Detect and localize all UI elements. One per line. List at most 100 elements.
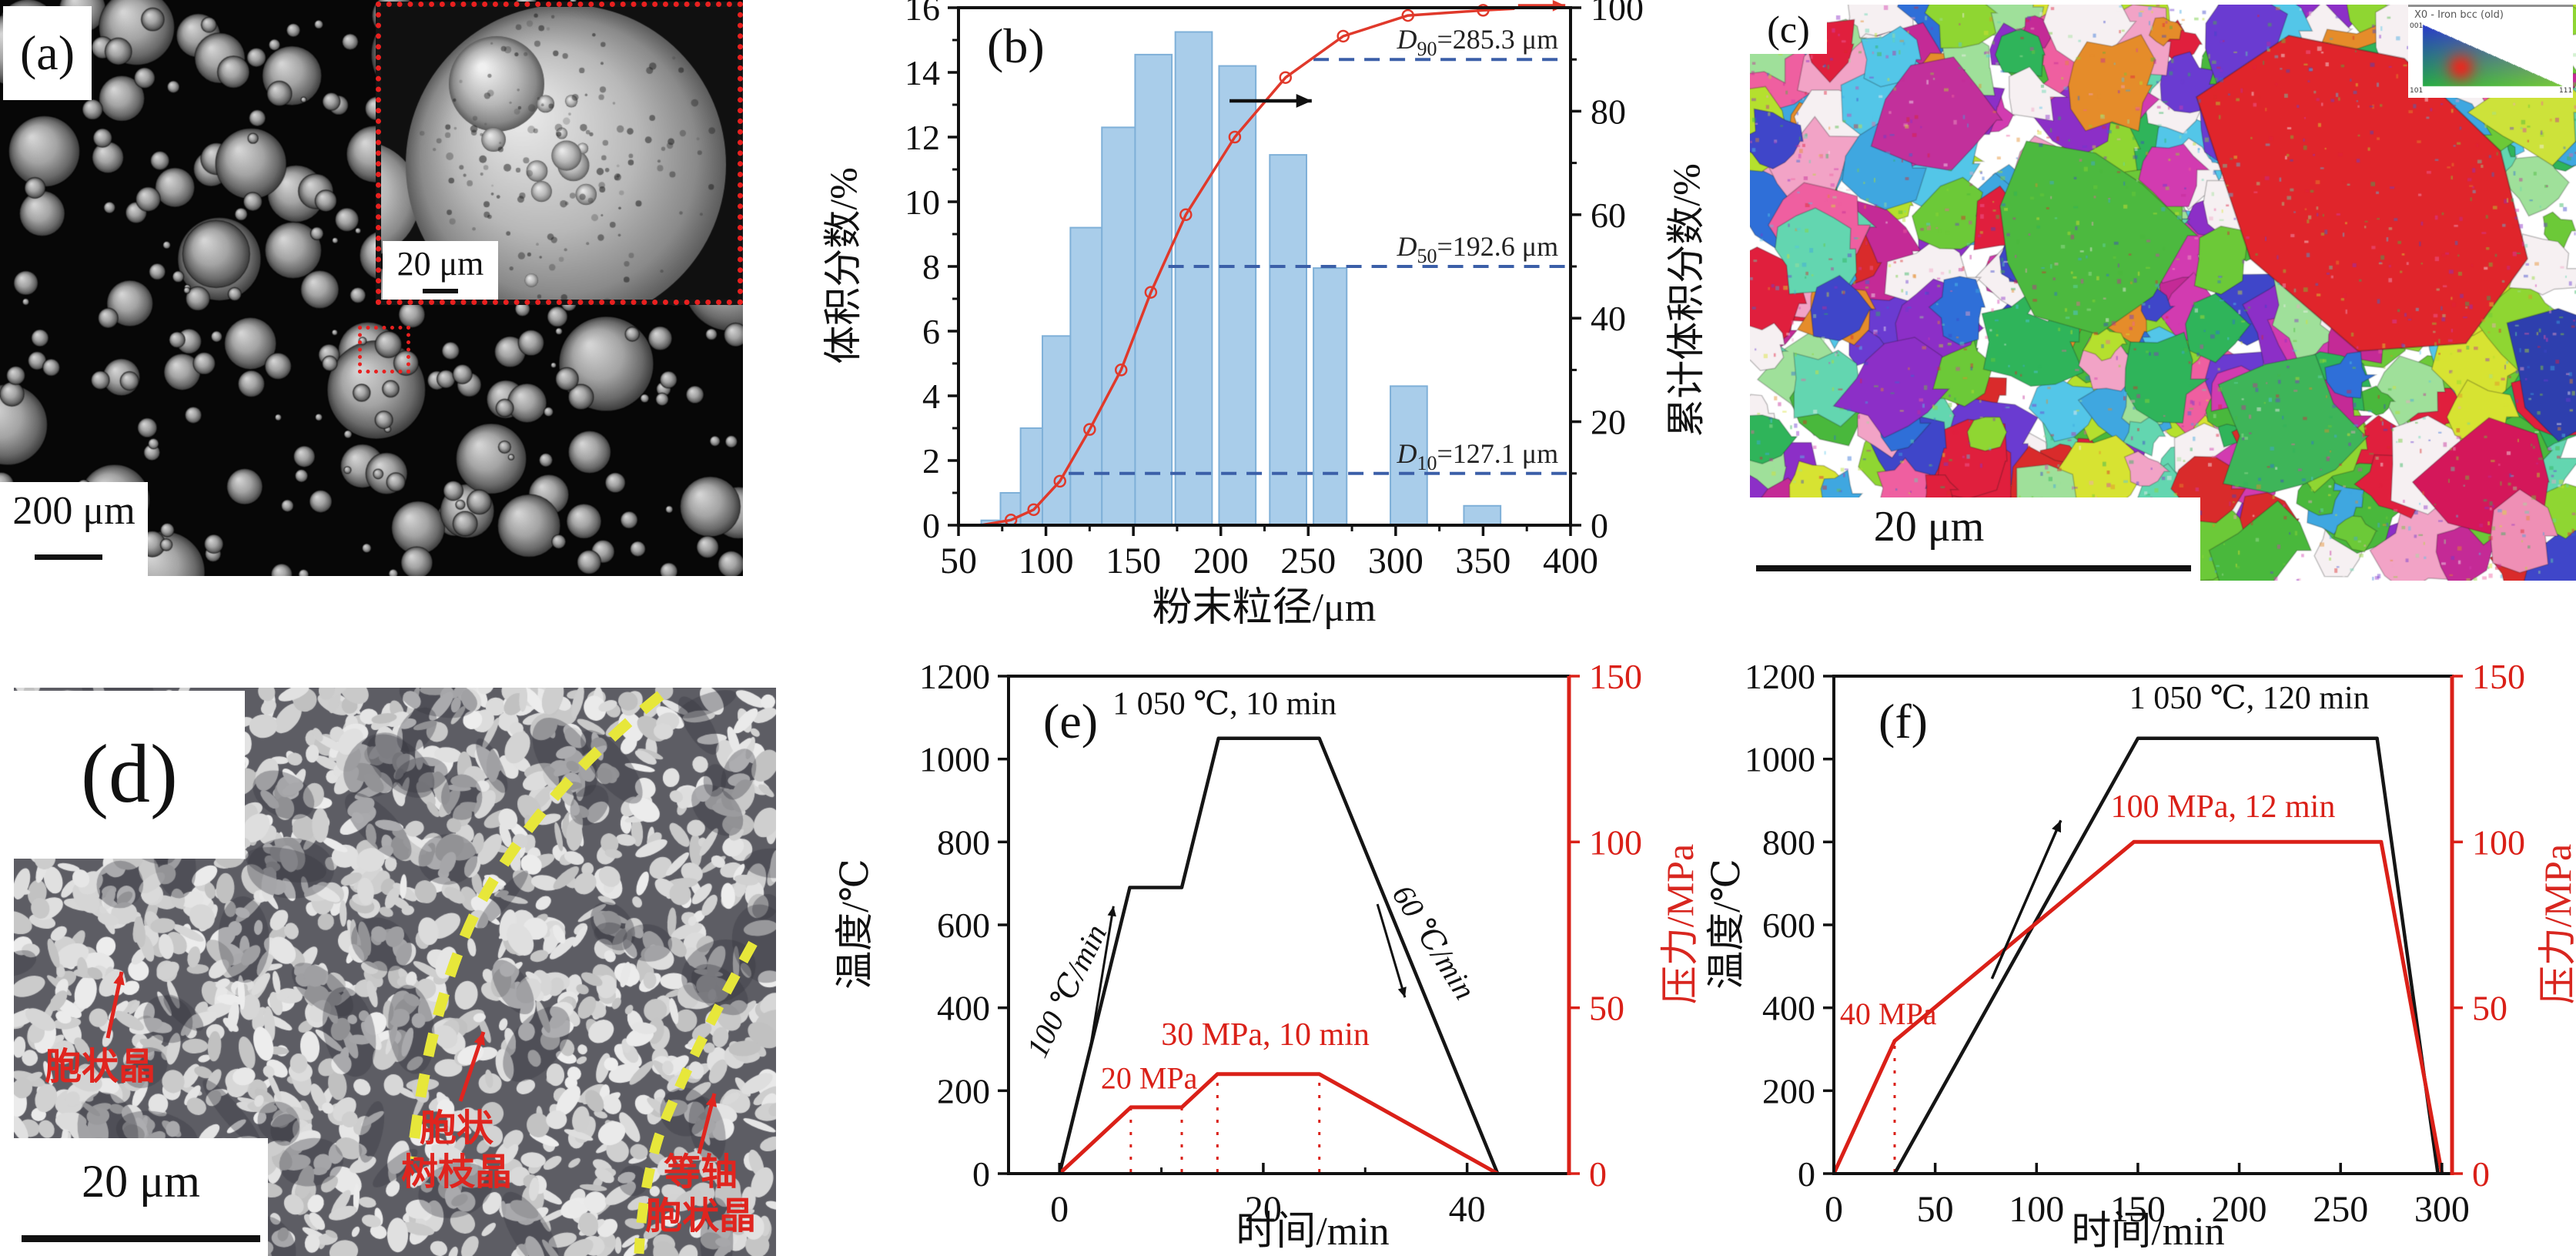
svg-text:0: 0 — [2472, 1154, 2490, 1194]
panel-d-label-box: (d) — [14, 691, 245, 859]
ipf-key-title: X0 - Iron bcc (old) — [2414, 9, 2504, 21]
chart-e-xlabel: 时间/min — [1236, 1210, 1390, 1254]
panel-e-label: (e) — [1043, 694, 1099, 749]
svg-text:0: 0 — [1591, 506, 1608, 545]
svg-text:2: 2 — [922, 441, 940, 481]
svg-text:0: 0 — [1589, 1154, 1607, 1194]
svg-text:D10=127.1 μm: D10=127.1 μm — [1396, 438, 1558, 474]
ipf-corner-111: 111 — [2559, 87, 2573, 95]
annotation-cellular-dendrite-line2: 树枝晶 — [400, 1151, 512, 1193]
svg-text:800: 800 — [937, 822, 990, 862]
svg-text:4: 4 — [922, 377, 940, 416]
annotation-equiaxed-cellular-line2: 胞状晶 — [644, 1195, 756, 1237]
inset-scale-bar-line — [423, 289, 458, 293]
svg-text:0: 0 — [1798, 1154, 1815, 1194]
sem-inset: 20 μm — [376, 2, 743, 305]
svg-text:100 ℃/min: 100 ℃/min — [1019, 919, 1113, 1063]
panel-d-label: (d) — [81, 728, 178, 820]
svg-text:350: 350 — [1455, 541, 1510, 581]
svg-text:1 050 ℃, 120 min: 1 050 ℃, 120 min — [2129, 681, 2370, 716]
annotation-cellular: 胞状晶 — [44, 1047, 156, 1087]
chart-f-ylabel-left: 温度/℃ — [1705, 859, 1748, 990]
svg-text:14: 14 — [905, 53, 940, 92]
inset-region-marker — [358, 326, 410, 373]
svg-text:20 MPa: 20 MPa — [1101, 1061, 1198, 1096]
chart-f-ylabel-right: 压力/MPa — [2536, 843, 2576, 1005]
svg-text:10: 10 — [905, 183, 940, 222]
svg-text:400: 400 — [937, 989, 990, 1028]
svg-text:100 MPa, 12 min: 100 MPa, 12 min — [2111, 789, 2336, 825]
svg-text:100: 100 — [1591, 0, 1644, 28]
svg-text:800: 800 — [1762, 822, 1815, 862]
panel-b-label: (b) — [987, 18, 1045, 73]
ipf-corner-101: 101 — [2410, 87, 2424, 95]
svg-text:1000: 1000 — [919, 740, 990, 779]
annotation-equiaxed-cellular-line1: 等轴 — [663, 1152, 738, 1193]
annotation-cellular-dendrite-line1: 胞状 — [419, 1108, 493, 1149]
svg-text:60 ℃/min: 60 ℃/min — [1386, 879, 1483, 1006]
svg-text:150: 150 — [1589, 657, 1642, 696]
svg-text:100: 100 — [1019, 541, 1074, 581]
scale-bar-d: 20 μm — [14, 1138, 268, 1256]
svg-text:600: 600 — [937, 906, 990, 945]
svg-text:200: 200 — [937, 1071, 990, 1110]
ipf-triangle — [2413, 21, 2567, 92]
panel-c-label-box: (c) — [1750, 5, 1827, 54]
svg-text:100: 100 — [1589, 822, 1642, 862]
scale-bar-c-text: 20 μm — [1873, 503, 1985, 551]
svg-text:400: 400 — [1762, 989, 1815, 1028]
svg-text:50: 50 — [1917, 1189, 1954, 1230]
svg-text:100: 100 — [2472, 822, 2525, 862]
panel-c — [1750, 5, 2576, 581]
svg-text:50: 50 — [1589, 989, 1624, 1028]
panel-a-label-box: (a) — [3, 6, 92, 100]
scale-bar-d-text: 20 μm — [82, 1156, 200, 1207]
panel-a-label: (a) — [19, 25, 75, 80]
svg-text:50: 50 — [2472, 989, 2507, 1028]
panel-c-label: (c) — [1767, 8, 1810, 51]
chart-b-ylabel-left: 体积分数/% — [821, 167, 865, 364]
svg-text:1 050 ℃, 10 min: 1 050 ℃, 10 min — [1112, 687, 1337, 722]
chart-e-ylabel-left: 温度/℃ — [833, 859, 876, 990]
svg-text:1000: 1000 — [1745, 740, 1815, 779]
svg-text:400: 400 — [1543, 541, 1598, 581]
svg-text:1200: 1200 — [1745, 657, 1815, 696]
svg-text:30 MPa, 10 min: 30 MPa, 10 min — [1161, 1017, 1370, 1053]
svg-text:60: 60 — [1591, 196, 1626, 235]
svg-text:40 MPa: 40 MPa — [1840, 996, 1937, 1031]
svg-text:12: 12 — [905, 118, 940, 157]
svg-text:16: 16 — [905, 0, 940, 28]
svg-text:600: 600 — [1762, 906, 1815, 945]
inset-scale-bar-text: 20 μm — [396, 245, 484, 283]
svg-text:D90=285.3 μm: D90=285.3 μm — [1396, 24, 1558, 60]
ipf-key: X0 - Iron bcc (old) 001 101 111 — [2408, 5, 2573, 98]
svg-text:1200: 1200 — [919, 657, 990, 696]
chart-b-ylabel-right: 累计体积分数/% — [1664, 163, 1708, 437]
svg-text:0: 0 — [972, 1154, 990, 1194]
svg-text:0: 0 — [1050, 1189, 1069, 1230]
panel-f-label: (f) — [1878, 694, 1928, 749]
svg-text:40: 40 — [1591, 299, 1626, 338]
scale-bar-a: 200 μm — [0, 482, 148, 576]
ipf-corner-001: 001 — [2410, 22, 2424, 30]
svg-text:80: 80 — [1591, 92, 1626, 131]
scale-bar-a-line — [35, 554, 102, 560]
annotation-cellular-dendrite: 胞状 树枝晶 — [364, 1107, 549, 1194]
svg-text:D50=192.6 μm: D50=192.6 μm — [1396, 231, 1558, 267]
scale-bar-a-text: 200 μm — [12, 489, 135, 533]
inset-scale-bar: 20 μm — [383, 241, 498, 300]
svg-text:0: 0 — [1825, 1189, 1843, 1230]
svg-text:6: 6 — [922, 312, 940, 351]
chart-b-xlabel: 粉末粒径/μm — [1152, 586, 1377, 630]
scale-bar-c: 20 μm — [1750, 497, 2200, 581]
svg-text:8: 8 — [922, 247, 940, 286]
scale-bar-c-line — [1756, 565, 2191, 571]
svg-text:200: 200 — [1762, 1071, 1815, 1110]
chart-e-ylabel-right: 压力/MPa — [1658, 843, 1701, 1005]
svg-text:50: 50 — [940, 541, 977, 581]
svg-text:150: 150 — [2472, 657, 2525, 696]
annotation-equiaxed-cellular: 等轴 胞状晶 — [604, 1151, 797, 1238]
svg-text:20: 20 — [1591, 403, 1626, 442]
svg-text:300: 300 — [2414, 1189, 2470, 1230]
